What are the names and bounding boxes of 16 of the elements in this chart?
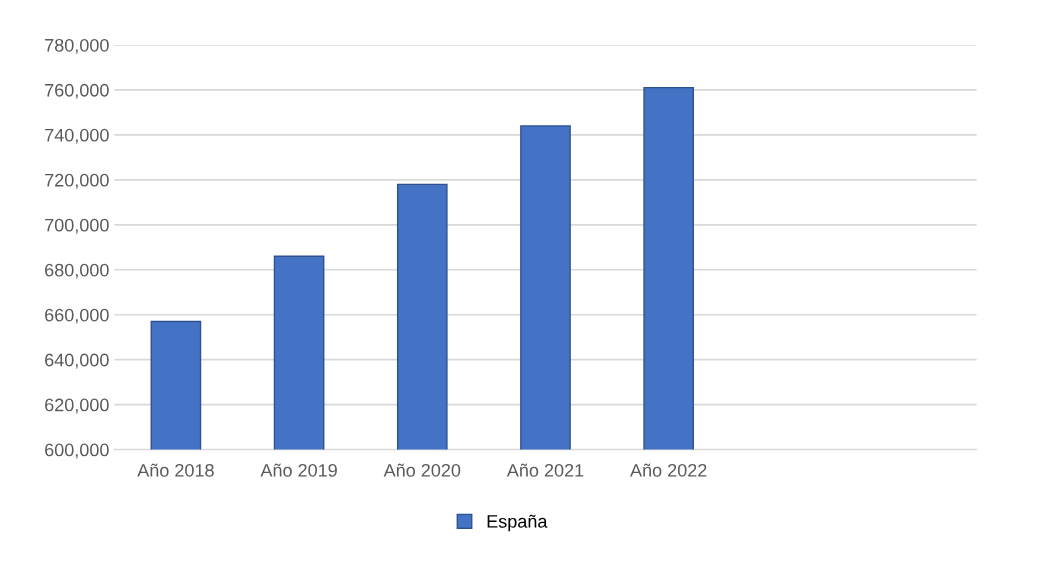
y-tick-label: 600,000	[45, 443, 109, 459]
legend-label: España	[487, 514, 548, 532]
y-tick-label: 780,000	[45, 38, 109, 54]
y-tick-label: 660,000	[45, 308, 109, 324]
y-tick-label: 720,000	[45, 173, 109, 189]
x-tick-label: Año 2018	[137, 463, 214, 477]
y-tick-label: 620,000	[45, 398, 109, 414]
y-tick-label: 700,000	[45, 218, 109, 234]
y-tick-label: 680,000	[45, 263, 109, 279]
x-tick-label: Año 2020	[383, 463, 461, 477]
x-tick-label: Año 2021	[506, 463, 584, 477]
x-tick-label: Año 2019	[260, 463, 337, 477]
y-tick-label: 640,000	[45, 353, 109, 369]
x-tick-label: Año 2022	[630, 463, 707, 477]
y-tick-label: 760,000	[45, 83, 109, 99]
y-tick-label: 740,000	[45, 128, 109, 144]
